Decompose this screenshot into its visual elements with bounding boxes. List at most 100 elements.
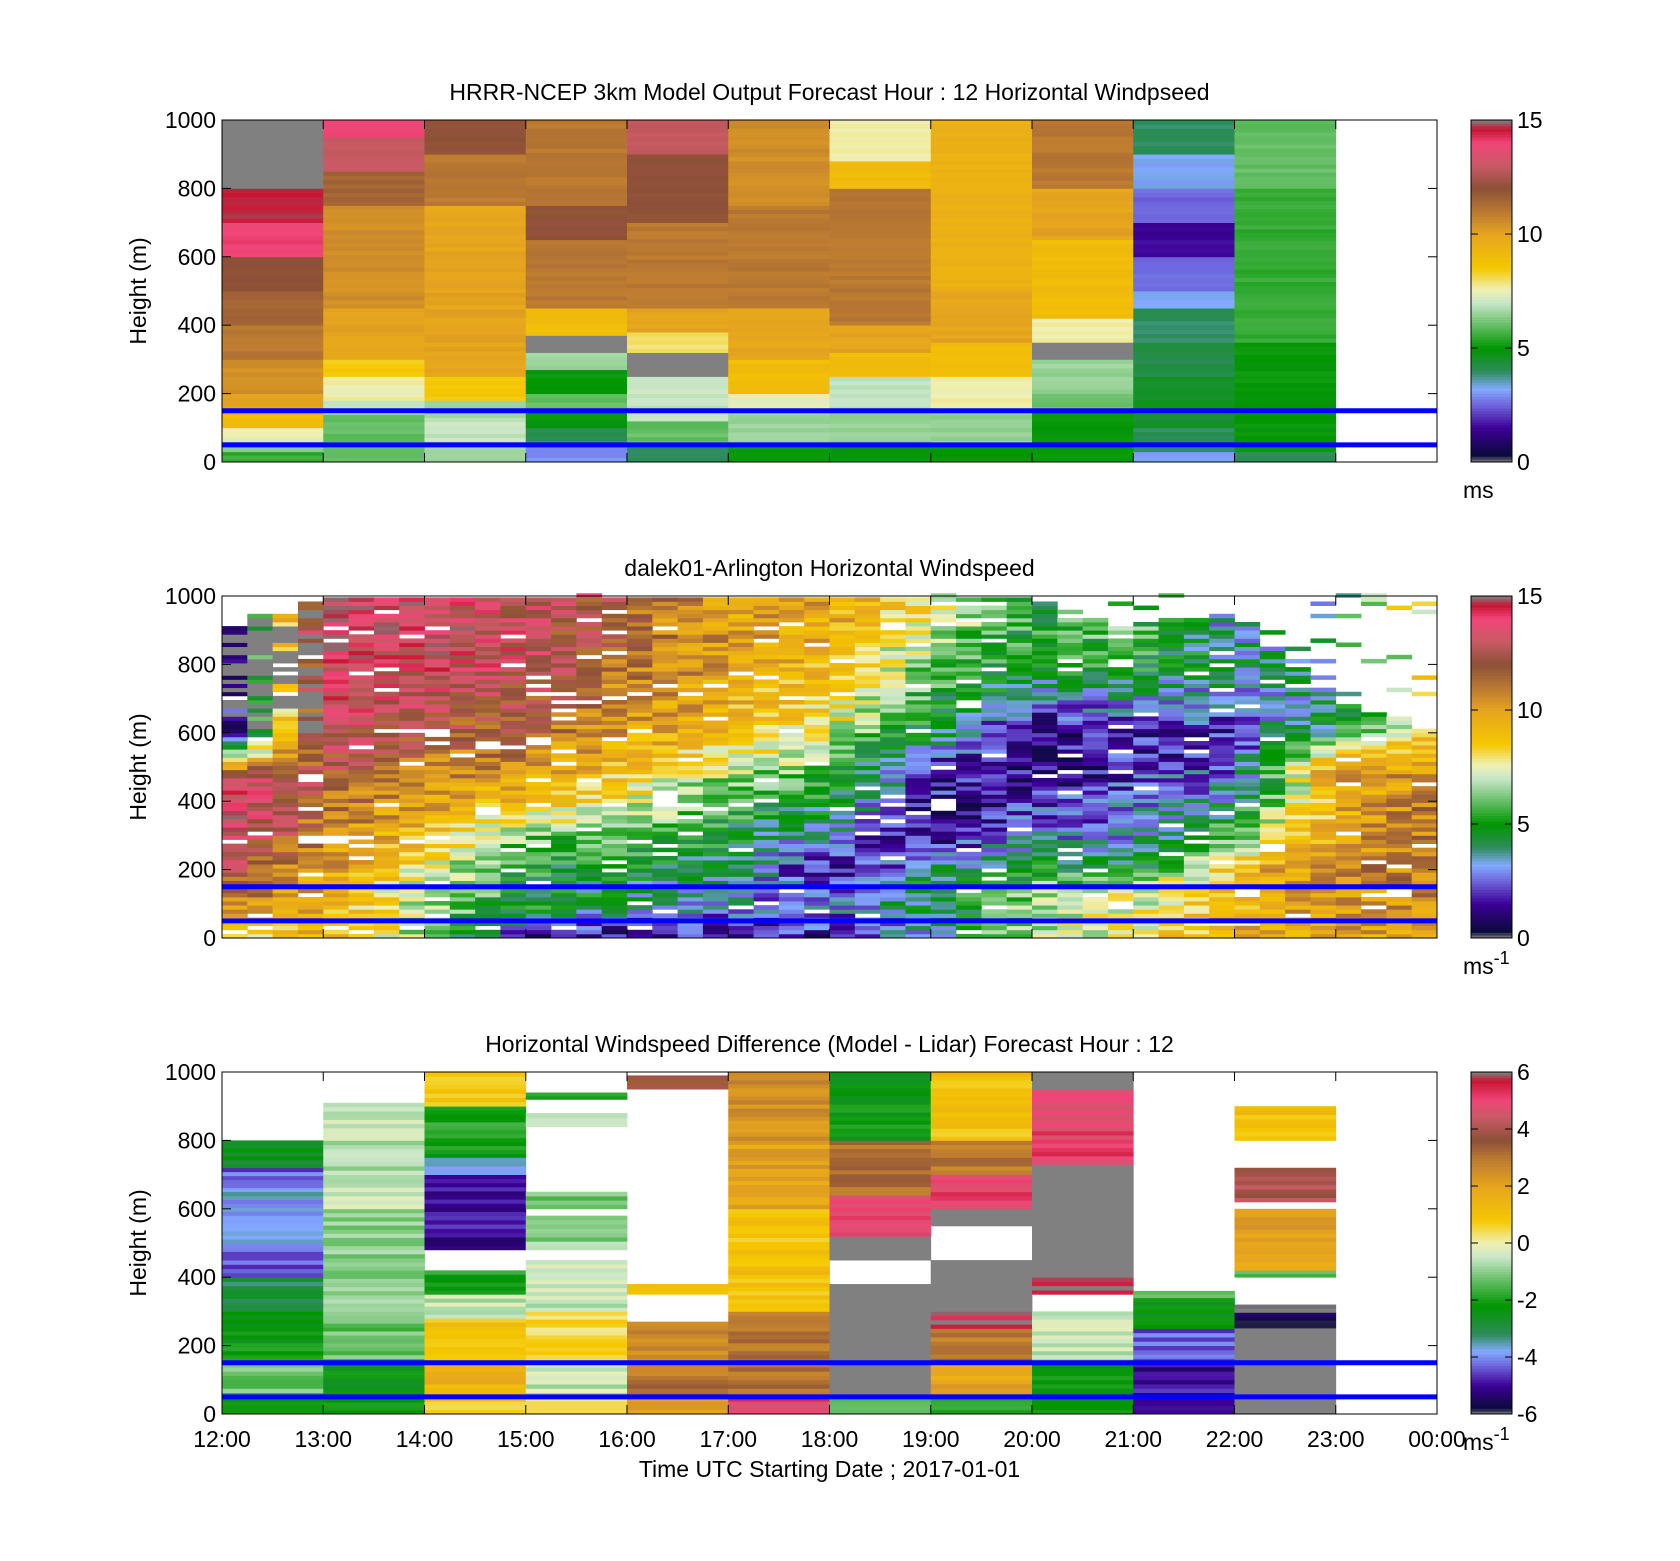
data-cell <box>854 613 881 619</box>
data-cell <box>804 921 830 927</box>
data-cell <box>702 663 729 668</box>
data-cell <box>601 638 628 643</box>
data-cell <box>1234 675 1261 680</box>
data-cell <box>1386 925 1413 931</box>
data-cell <box>1133 154 1235 159</box>
data-cell <box>1158 765 1185 771</box>
data-cell <box>930 851 957 857</box>
data-cell <box>222 814 248 820</box>
data-cell <box>1032 650 1058 656</box>
data-cell <box>1361 782 1387 787</box>
data-cell <box>1158 827 1185 832</box>
data-cell <box>1133 226 1235 232</box>
data-cell <box>728 790 754 795</box>
data-cell <box>399 892 425 898</box>
data-cell <box>1285 695 1311 701</box>
data-cell <box>525 218 628 223</box>
data-cell <box>222 427 324 433</box>
data-cell <box>576 757 603 762</box>
data-cell <box>1411 880 1438 886</box>
data-cell <box>323 1148 425 1154</box>
data-cell <box>677 634 704 639</box>
data-cell <box>1082 753 1109 758</box>
data-cell <box>880 601 906 606</box>
data-cell <box>373 671 400 676</box>
data-cell <box>475 839 501 844</box>
data-cell <box>323 929 349 935</box>
colorbar-swatch <box>1471 798 1512 802</box>
data-cell <box>297 667 324 672</box>
data-cell <box>1209 933 1235 939</box>
data-cell <box>627 312 729 317</box>
data-cell <box>728 120 830 125</box>
data-cell <box>525 896 552 902</box>
data-cell <box>399 691 425 697</box>
colorbar-swatch <box>1471 302 1512 306</box>
data-cell <box>1335 876 1362 881</box>
data-cell <box>627 128 729 134</box>
data-cell <box>525 209 628 215</box>
data-cell <box>1335 860 1362 865</box>
data-cell <box>652 646 679 652</box>
data-cell <box>956 712 982 717</box>
data-cell <box>1082 880 1109 886</box>
data-cell <box>551 687 577 693</box>
colorbar-swatch <box>1471 305 1512 309</box>
data-cell <box>222 712 248 717</box>
data-cell <box>702 720 729 725</box>
data-cell <box>829 393 932 399</box>
data-cell <box>551 741 577 746</box>
data-cell <box>1032 239 1134 245</box>
data-cell <box>956 909 982 914</box>
data-cell <box>1107 745 1134 750</box>
data-cell <box>525 839 552 844</box>
data-cell <box>1158 794 1185 799</box>
data-cell <box>222 172 324 177</box>
data-cell <box>1082 675 1109 680</box>
data-cell <box>981 843 1008 849</box>
data-cell <box>1032 892 1058 898</box>
data-cell <box>1335 851 1362 857</box>
data-cell <box>1335 827 1362 832</box>
data-cell <box>272 876 299 881</box>
data-cell <box>854 896 881 902</box>
data-cell <box>500 892 527 898</box>
data-cell <box>525 823 552 828</box>
data-cell <box>1006 765 1033 771</box>
data-cell <box>348 790 375 795</box>
data-cell <box>475 699 501 705</box>
data-cell <box>854 839 881 844</box>
data-cell <box>222 455 324 459</box>
data-cell <box>449 860 476 865</box>
data-cell <box>1310 888 1337 894</box>
data-cell <box>1133 777 1159 783</box>
data-cell <box>222 913 248 918</box>
data-cell <box>272 724 299 730</box>
data-cell <box>373 626 400 631</box>
data-cell <box>1411 814 1438 820</box>
data-cell <box>1158 654 1185 660</box>
data-cell <box>1209 888 1235 894</box>
data-cell <box>1310 802 1337 808</box>
data-cell <box>1133 447 1235 453</box>
data-cell <box>323 1208 425 1214</box>
data-cell <box>525 120 628 125</box>
data-cell <box>905 621 932 627</box>
data-cell <box>576 872 603 877</box>
data-cell <box>601 667 628 672</box>
data-cell <box>1183 786 1210 791</box>
data-cell <box>804 741 830 746</box>
data-cell <box>247 638 274 643</box>
data-cell <box>1006 597 1033 602</box>
data-cell <box>652 782 679 787</box>
data-cell <box>804 712 830 717</box>
data-cell <box>1285 716 1311 721</box>
data-cell <box>829 164 932 170</box>
data-cell <box>1107 872 1134 877</box>
data-cell <box>1234 265 1337 270</box>
data-cell <box>576 892 603 898</box>
data-cell <box>525 275 628 281</box>
data-cell <box>778 716 805 721</box>
data-cell <box>475 609 501 615</box>
